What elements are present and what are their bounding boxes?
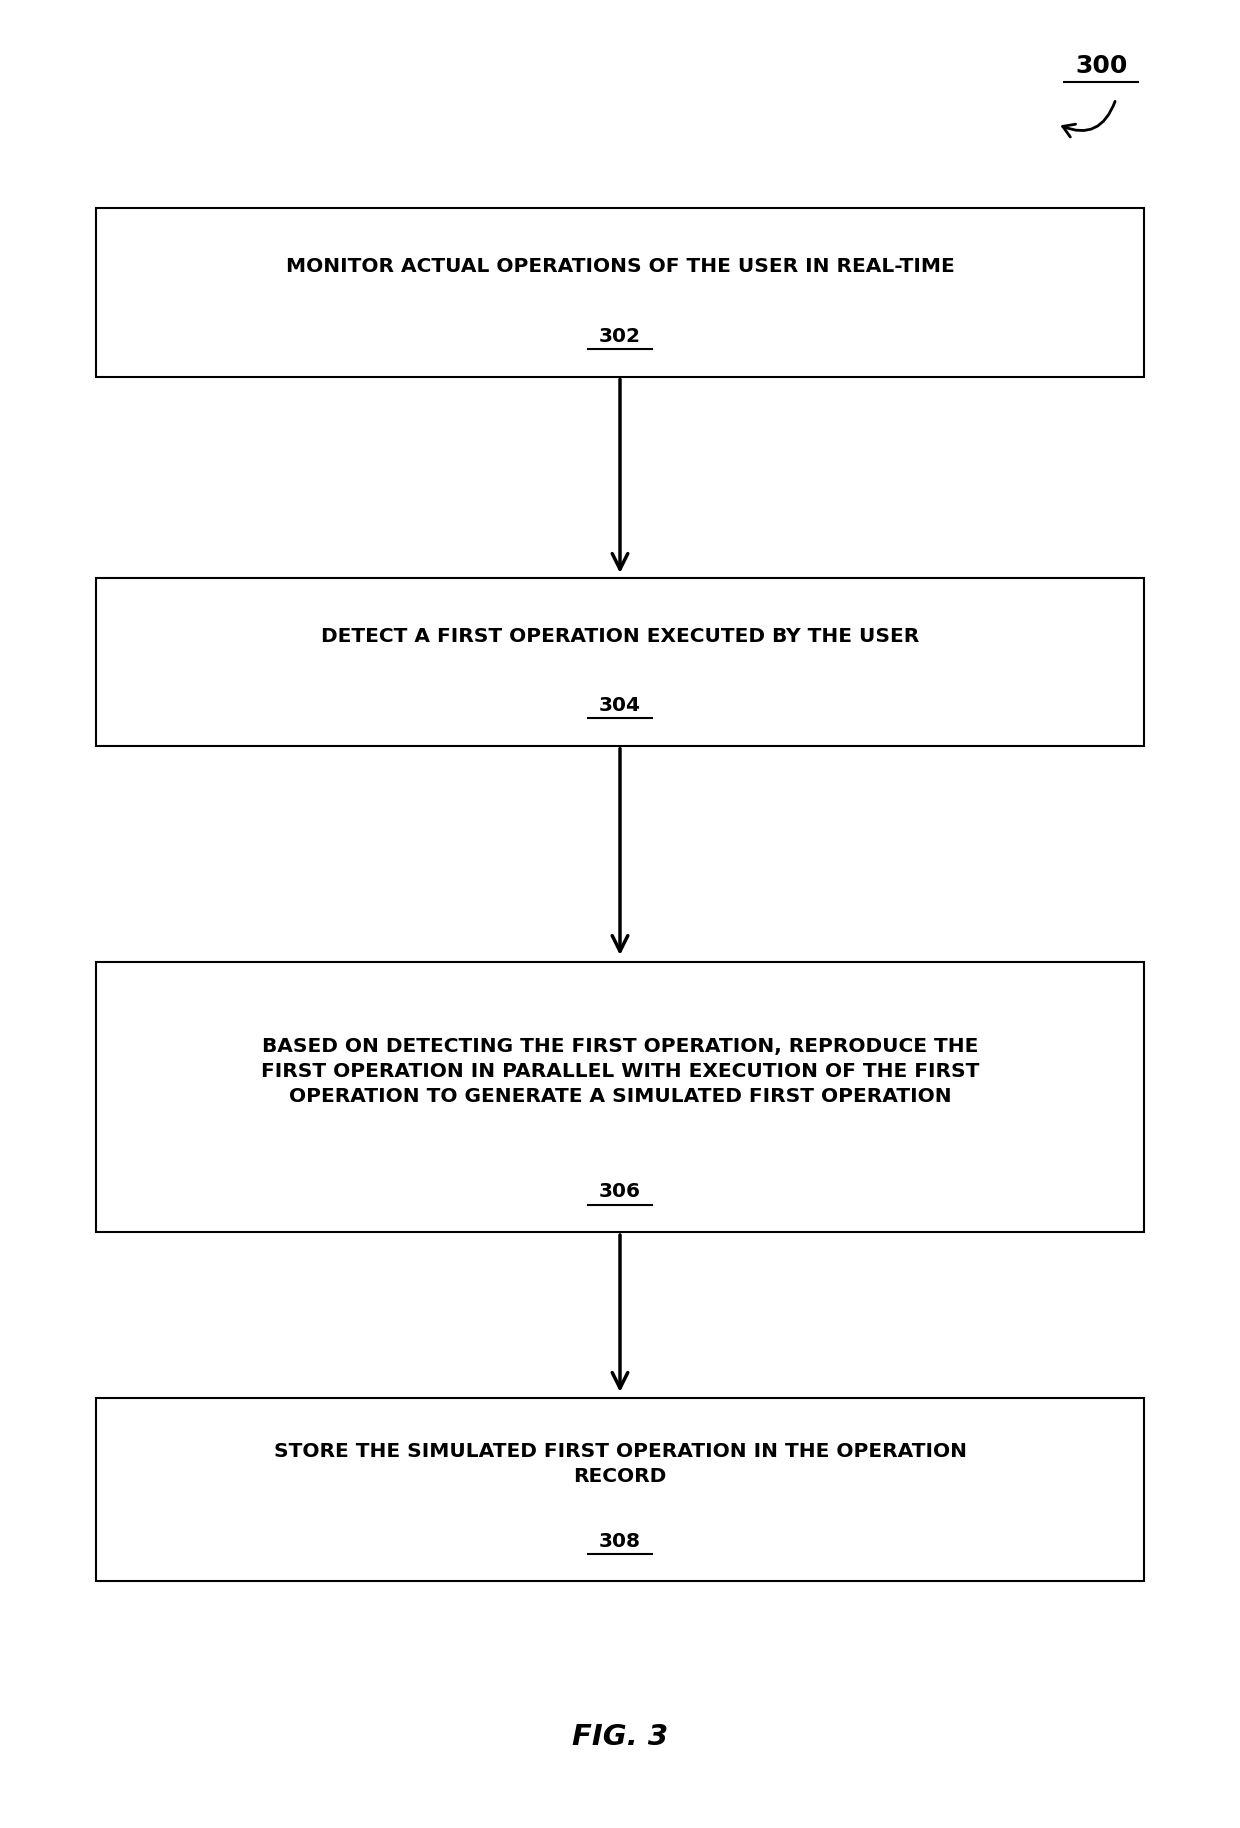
- Text: 300: 300: [1075, 53, 1127, 79]
- Text: MONITOR ACTUAL OPERATIONS OF THE USER IN REAL-TIME: MONITOR ACTUAL OPERATIONS OF THE USER IN…: [285, 258, 955, 276]
- FancyArrowPatch shape: [1063, 101, 1115, 137]
- Bar: [97, 208, 1145, 377]
- Text: 306: 306: [599, 1183, 641, 1201]
- Text: STORE THE SIMULATED FIRST OPERATION IN THE OPERATION
RECORD: STORE THE SIMULATED FIRST OPERATION IN T…: [274, 1442, 966, 1486]
- Text: 302: 302: [599, 327, 641, 345]
- Text: 308: 308: [599, 1532, 641, 1550]
- Text: BASED ON DETECTING THE FIRST OPERATION, REPRODUCE THE
FIRST OPERATION IN PARALLE: BASED ON DETECTING THE FIRST OPERATION, …: [260, 1036, 980, 1106]
- Bar: [97, 578, 1145, 746]
- Text: 304: 304: [599, 696, 641, 715]
- Bar: [97, 1398, 1145, 1581]
- Text: FIG. 3: FIG. 3: [572, 1722, 668, 1751]
- Bar: [97, 962, 1145, 1232]
- Text: DETECT A FIRST OPERATION EXECUTED BY THE USER: DETECT A FIRST OPERATION EXECUTED BY THE…: [321, 627, 919, 645]
